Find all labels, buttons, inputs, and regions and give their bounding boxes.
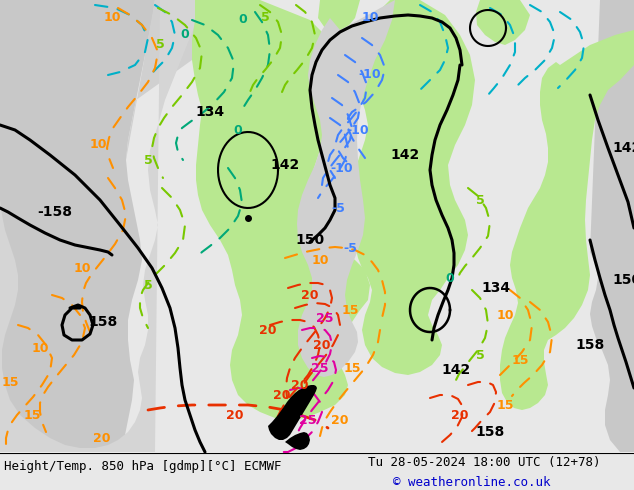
Text: 5: 5	[476, 194, 484, 206]
Polygon shape	[0, 0, 155, 452]
Polygon shape	[318, 0, 360, 32]
Polygon shape	[0, 0, 200, 452]
Text: 15: 15	[341, 303, 359, 317]
Text: -5: -5	[343, 242, 357, 254]
Text: -10: -10	[347, 123, 370, 137]
Text: 10: 10	[74, 262, 91, 274]
Text: 10: 10	[31, 342, 49, 354]
Text: 20: 20	[301, 289, 319, 301]
Text: 142: 142	[441, 363, 470, 377]
Text: 142: 142	[391, 148, 420, 162]
Text: 0: 0	[238, 14, 247, 26]
Text: -158: -158	[37, 205, 72, 219]
Text: 158: 158	[576, 338, 605, 352]
Polygon shape	[126, 0, 200, 160]
Text: 10: 10	[496, 309, 514, 321]
Polygon shape	[350, 0, 475, 375]
Text: 20: 20	[226, 409, 243, 421]
Polygon shape	[297, 0, 395, 377]
Text: 150: 150	[295, 233, 325, 247]
Text: 150-: 150-	[612, 273, 634, 287]
Text: 20: 20	[93, 432, 111, 444]
Text: 10: 10	[103, 11, 120, 24]
Text: 20: 20	[273, 389, 291, 401]
Text: 0: 0	[446, 271, 455, 285]
Text: 5: 5	[155, 39, 164, 51]
Text: 25: 25	[299, 414, 317, 426]
Text: 20: 20	[313, 339, 331, 351]
Text: 15: 15	[496, 398, 514, 412]
Text: 10: 10	[361, 11, 378, 24]
Polygon shape	[590, 0, 634, 452]
Text: 5: 5	[144, 153, 152, 167]
Text: 20: 20	[331, 414, 349, 426]
Text: 20: 20	[451, 409, 469, 421]
Text: 20: 20	[291, 378, 309, 392]
Polygon shape	[192, 0, 370, 420]
Text: -10: -10	[359, 69, 381, 81]
Polygon shape	[500, 30, 634, 410]
Text: -10: -10	[331, 162, 353, 174]
Text: 134: 134	[481, 281, 510, 295]
Text: 15: 15	[343, 362, 361, 374]
Text: 142-: 142-	[612, 141, 634, 155]
Text: 0: 0	[181, 28, 190, 42]
Text: Height/Temp. 850 hPa [gdmp][°C] ECMWF: Height/Temp. 850 hPa [gdmp][°C] ECMWF	[4, 460, 281, 473]
Text: 10: 10	[311, 253, 329, 267]
Polygon shape	[476, 0, 530, 45]
Text: Tu 28-05-2024 18:00 UTC (12+78): Tu 28-05-2024 18:00 UTC (12+78)	[368, 456, 600, 469]
Text: 158: 158	[476, 425, 505, 439]
Text: 15: 15	[1, 375, 19, 389]
Text: -5: -5	[331, 201, 345, 215]
Text: 15: 15	[511, 353, 529, 367]
Text: 142: 142	[270, 158, 300, 172]
Text: 25: 25	[311, 362, 329, 374]
Text: 25: 25	[316, 312, 333, 324]
Text: 15: 15	[23, 409, 41, 421]
Text: 5: 5	[261, 11, 269, 24]
Text: 0: 0	[233, 123, 242, 137]
Text: 5: 5	[476, 348, 484, 362]
Text: © weatheronline.co.uk: © weatheronline.co.uk	[393, 476, 550, 489]
Text: 20: 20	[259, 323, 277, 337]
Text: 10: 10	[89, 139, 107, 151]
Text: 158: 158	[88, 315, 118, 329]
Text: 5: 5	[144, 278, 152, 292]
Text: 134: 134	[195, 105, 224, 119]
Polygon shape	[268, 385, 317, 440]
Polygon shape	[285, 432, 310, 450]
